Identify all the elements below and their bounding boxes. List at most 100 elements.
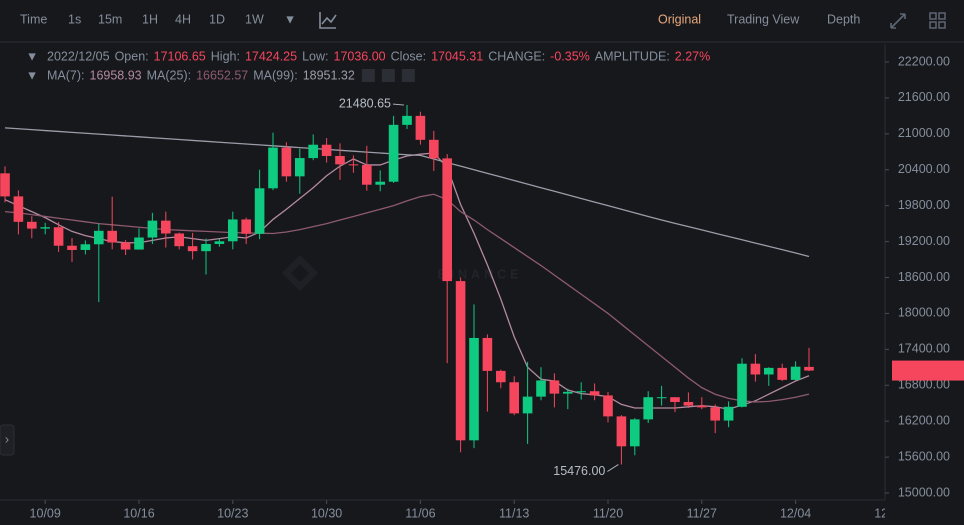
candle-body [161, 220, 171, 234]
candle-body [576, 391, 586, 393]
annotation-label: 21480.65 [339, 96, 391, 110]
candle-body [321, 144, 332, 156]
candle-body [174, 233, 184, 247]
ma-value: 16652.57 [196, 68, 248, 82]
candle-body [563, 391, 573, 394]
info-label: High: [211, 49, 240, 63]
y-tick-label: 18600.00 [898, 270, 950, 284]
info-value: 17424.25 [245, 49, 297, 63]
candle-body [469, 337, 479, 441]
ma-name: MA(25): [147, 68, 191, 82]
x-tick-label: 10/16 [123, 506, 154, 520]
interval-button[interactable]: 1W [245, 12, 264, 26]
interval-button[interactable]: 1D [209, 12, 225, 26]
x-tick-label: 12/04 [780, 506, 811, 520]
candle-body [429, 139, 439, 159]
y-tick-label: 16200.00 [898, 413, 950, 427]
y-tick-label: 19800.00 [898, 198, 950, 212]
info-label: Low: [302, 49, 328, 63]
watermark: BINANCE [438, 267, 523, 281]
candle-body [549, 380, 560, 394]
interval-button[interactable]: 1s [68, 12, 81, 26]
candle-body [67, 245, 77, 250]
candle-body [13, 196, 24, 222]
fullscreen-icon[interactable] [890, 13, 906, 29]
candle-body [107, 230, 117, 243]
candle-body [455, 281, 466, 441]
candle-body [697, 405, 707, 408]
y-tick-label: 17400.00 [898, 342, 950, 356]
candle-body [388, 124, 399, 182]
candle-body [214, 241, 225, 244]
indicator-icon[interactable] [319, 12, 337, 29]
y-tick-label: 22200.00 [898, 54, 950, 68]
candle-body [616, 416, 627, 447]
side-toggle-arrow[interactable]: › [5, 432, 9, 446]
interval-button[interactable]: 4H [175, 12, 191, 26]
ma-value: 18951.32 [303, 68, 355, 82]
candle-body [402, 115, 412, 125]
annotation-line [392, 103, 405, 106]
ma-line [4, 193, 810, 403]
x-tick-label: 11/27 [687, 506, 717, 520]
candle-body [187, 246, 198, 252]
candle-body [147, 220, 158, 238]
candle-body [496, 370, 506, 383]
candle-body [94, 230, 104, 245]
candle-body [241, 219, 251, 234]
ma-setting-icon[interactable] [381, 69, 395, 82]
x-tick-label: 11/06 [405, 506, 435, 520]
candle-body [201, 243, 211, 252]
watermark-logo [282, 255, 318, 291]
annotation-line [607, 464, 619, 472]
x-tick-label: 10/30 [311, 506, 342, 520]
y-tick-label: 16800.00 [898, 378, 950, 392]
candle-body [308, 144, 318, 159]
interval-button[interactable]: Time [20, 12, 47, 26]
annotation-label: 15476.00 [553, 464, 605, 478]
candle-body [750, 363, 761, 375]
candle-body [415, 115, 426, 140]
candle-body [53, 227, 64, 246]
info-label: Open: [115, 49, 149, 63]
candle-body [120, 242, 131, 250]
candle-body [683, 402, 694, 406]
candle-body [80, 244, 91, 250]
side-toggle[interactable] [0, 424, 15, 456]
y-tick-label: 20400.00 [898, 162, 950, 176]
candle-body [40, 227, 50, 229]
y-tick-label: 21600.00 [898, 90, 950, 104]
candle-body [442, 158, 452, 282]
info-label: AMPLITUDE: [595, 49, 670, 63]
candle-body [536, 380, 546, 397]
collapse-arrow[interactable]: ▼ [26, 49, 38, 63]
x-tick-label: 11/20 [593, 506, 623, 520]
candle-body [804, 366, 814, 371]
view-tab[interactable]: Original [658, 12, 701, 26]
view-tab[interactable]: Trading View [727, 12, 800, 26]
y-tick-label: 19200.00 [898, 234, 950, 248]
candle-body [630, 419, 640, 447]
ma-setting-icon[interactable] [361, 69, 375, 82]
layout-icon[interactable] [929, 12, 946, 29]
ma-value: 16958.93 [90, 68, 142, 82]
candle-body [737, 363, 747, 407]
dropdown-arrow[interactable]: ▼ [284, 12, 296, 26]
x-tick-label: 12/11 [874, 506, 904, 520]
ma-setting-icon[interactable] [401, 69, 415, 82]
info-value: 17036.00 [334, 49, 386, 63]
view-tab[interactable]: Depth [827, 12, 860, 26]
y-tick-label: 15600.00 [898, 449, 950, 463]
x-tick-label: 11/13 [499, 506, 529, 520]
info-label: Close: [391, 49, 426, 63]
interval-button[interactable]: 1H [142, 12, 158, 26]
last-price-tag [892, 360, 964, 381]
y-tick-label: 21000.00 [898, 126, 950, 140]
interval-button[interactable]: 15m [98, 12, 122, 26]
candle-body [0, 173, 10, 197]
info-date: 2022/12/05 [47, 49, 110, 63]
candle-body [335, 155, 345, 165]
collapse-arrow[interactable]: ▼ [26, 68, 38, 82]
plot-area: BINANCE 21480.65 15476.00 [0, 96, 814, 478]
